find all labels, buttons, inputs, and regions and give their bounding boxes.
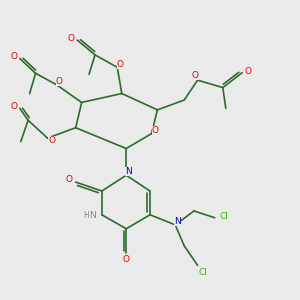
Text: O: O: [67, 34, 74, 43]
Text: O: O: [56, 77, 63, 86]
Text: O: O: [244, 67, 252, 76]
Text: N: N: [90, 211, 96, 220]
Text: N: N: [125, 167, 132, 176]
Text: Cl: Cl: [219, 212, 228, 221]
Text: O: O: [66, 175, 73, 184]
Text: O: O: [123, 256, 130, 265]
Text: O: O: [192, 71, 199, 80]
Text: O: O: [11, 52, 17, 62]
Text: Cl: Cl: [199, 268, 207, 277]
Text: O: O: [11, 102, 18, 111]
Text: O: O: [117, 60, 124, 69]
Text: H: H: [83, 211, 89, 220]
Text: N: N: [174, 217, 181, 226]
Text: O: O: [48, 136, 56, 145]
Text: O: O: [152, 126, 159, 135]
